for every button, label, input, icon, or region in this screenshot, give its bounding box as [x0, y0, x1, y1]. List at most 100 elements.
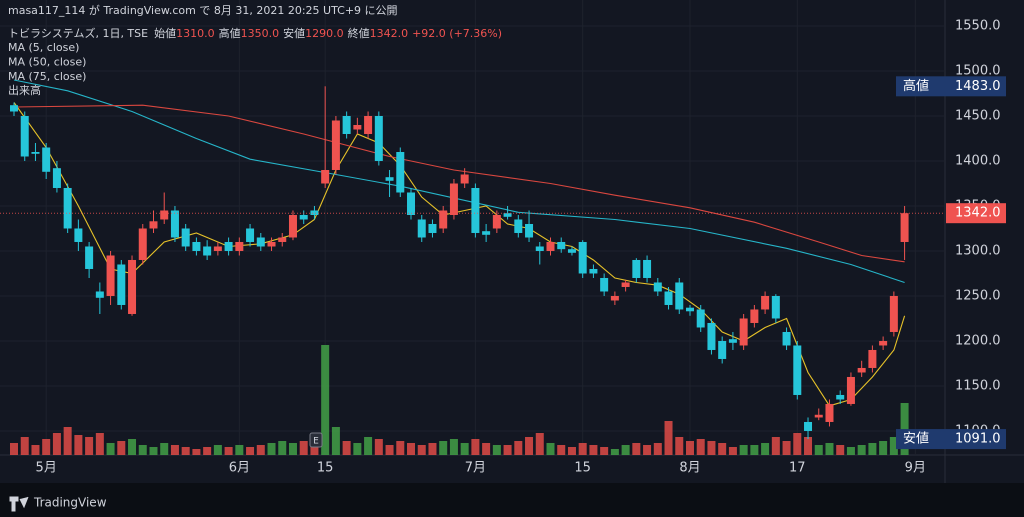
volume-bar: [85, 437, 94, 455]
volume-bar: [525, 437, 534, 455]
volume-bar: [74, 435, 83, 455]
candle-body: [643, 259, 652, 278]
candle-body: [707, 322, 716, 350]
earnings-icon-text: E: [313, 437, 319, 447]
last-price-label: 1342.0: [955, 206, 1001, 221]
candle-body: [900, 213, 909, 242]
candle-body: [224, 241, 233, 251]
x-tick-label: 15: [574, 461, 591, 476]
y-tick-label: 1550.0: [955, 19, 1001, 34]
volume-bar: [299, 441, 308, 455]
candle-body: [868, 349, 877, 368]
volume-bar: [63, 427, 72, 455]
candle-body: [149, 221, 158, 229]
volume-bar: [707, 441, 716, 455]
candle-body: [857, 367, 866, 373]
candle-body: [449, 183, 458, 215]
ohlc-label: 安値: [283, 26, 305, 40]
volume-bar: [374, 439, 383, 455]
candle-body: [793, 345, 802, 395]
volume-bar: [643, 445, 652, 455]
volume-bar: [460, 443, 469, 455]
candle-body: [460, 174, 469, 184]
volume-bar: [889, 437, 898, 455]
range-value: 1483.0: [955, 79, 1001, 94]
volume-bar: [192, 449, 201, 455]
candle-body: [600, 277, 609, 292]
volume-bar: [535, 433, 544, 455]
volume-bar: [31, 445, 40, 455]
volume-bar: [138, 445, 147, 455]
ma-line: [13, 102, 906, 407]
candle-body: [535, 246, 544, 251]
candle-body: [138, 228, 147, 260]
candles: [10, 86, 909, 440]
symbol-title: トビラシステムズ, 1日, TSE: [8, 26, 148, 40]
volume-bar: [653, 443, 662, 455]
candle-body: [181, 228, 190, 247]
y-tick-label: 1300.0: [955, 243, 1001, 258]
last-price-badge: [946, 203, 1006, 224]
volume-bar: [385, 445, 394, 455]
volume-bar: [578, 443, 587, 455]
candle-body: [675, 282, 684, 310]
volume-bar: [879, 441, 888, 455]
candle-body: [771, 295, 780, 319]
candle-body: [246, 228, 255, 242]
y-tick-label: 1400.0: [955, 153, 1001, 168]
symbol-header: トビラシステムズ, 1日, TSE 始値1310.0 高値1350.0 安値1290.…: [8, 26, 502, 40]
volume-bar: [600, 447, 609, 455]
candle-body: [235, 241, 244, 251]
candle-body: [396, 151, 405, 193]
ohlc-label: 終値: [348, 26, 370, 40]
candle-body: [10, 105, 18, 112]
candle-body: [299, 214, 308, 220]
candle-body: [578, 241, 587, 274]
volume-bar: [278, 441, 287, 455]
candle-body: [364, 115, 373, 134]
ohlc-label: 高値: [219, 26, 241, 40]
x-tick-label: 5月: [36, 461, 57, 476]
background: [0, 0, 1024, 483]
volume-bar: [825, 443, 834, 455]
candle-body: [685, 307, 694, 312]
ohlc-label: 始値: [154, 26, 176, 40]
volume-bar: [10, 443, 18, 455]
volume-bar: [514, 441, 523, 455]
volume-bar: [331, 427, 340, 455]
candle-body: [728, 339, 737, 343]
candle-body: [567, 249, 576, 253]
volume-bar: [20, 437, 29, 455]
candle-body: [804, 421, 813, 431]
volume-bar: [42, 439, 51, 455]
range-badge: [896, 76, 1006, 97]
candle-body: [514, 219, 523, 233]
candle-body: [128, 259, 137, 314]
volume-bar: [546, 443, 555, 455]
volume-bar: [621, 445, 630, 455]
candle-body: [256, 237, 265, 247]
volume-bar: [471, 439, 480, 455]
volume-bar: [782, 441, 791, 455]
x-tick-label: 8月: [679, 461, 700, 476]
volume-bar: [160, 443, 169, 455]
candle-body: [750, 309, 759, 323]
volume-bar: [482, 443, 491, 455]
candle-body: [879, 340, 888, 346]
volume-bar: [449, 439, 458, 455]
candle-body: [471, 187, 480, 233]
volume-bar: [857, 445, 866, 455]
volume-bar: [739, 445, 748, 455]
volume-bar: [235, 445, 244, 455]
candle-body: [482, 231, 491, 235]
candle-body: [192, 241, 201, 251]
ma-legend: MA (5, close): [8, 41, 79, 54]
candle-body: [632, 259, 641, 278]
candle-body: [417, 219, 426, 238]
ma-legend: MA (75, close): [8, 70, 86, 83]
volume-bar: [106, 443, 115, 455]
candle-body: [353, 124, 362, 130]
volume-bar: [728, 447, 737, 455]
volume-bar: [342, 441, 351, 455]
